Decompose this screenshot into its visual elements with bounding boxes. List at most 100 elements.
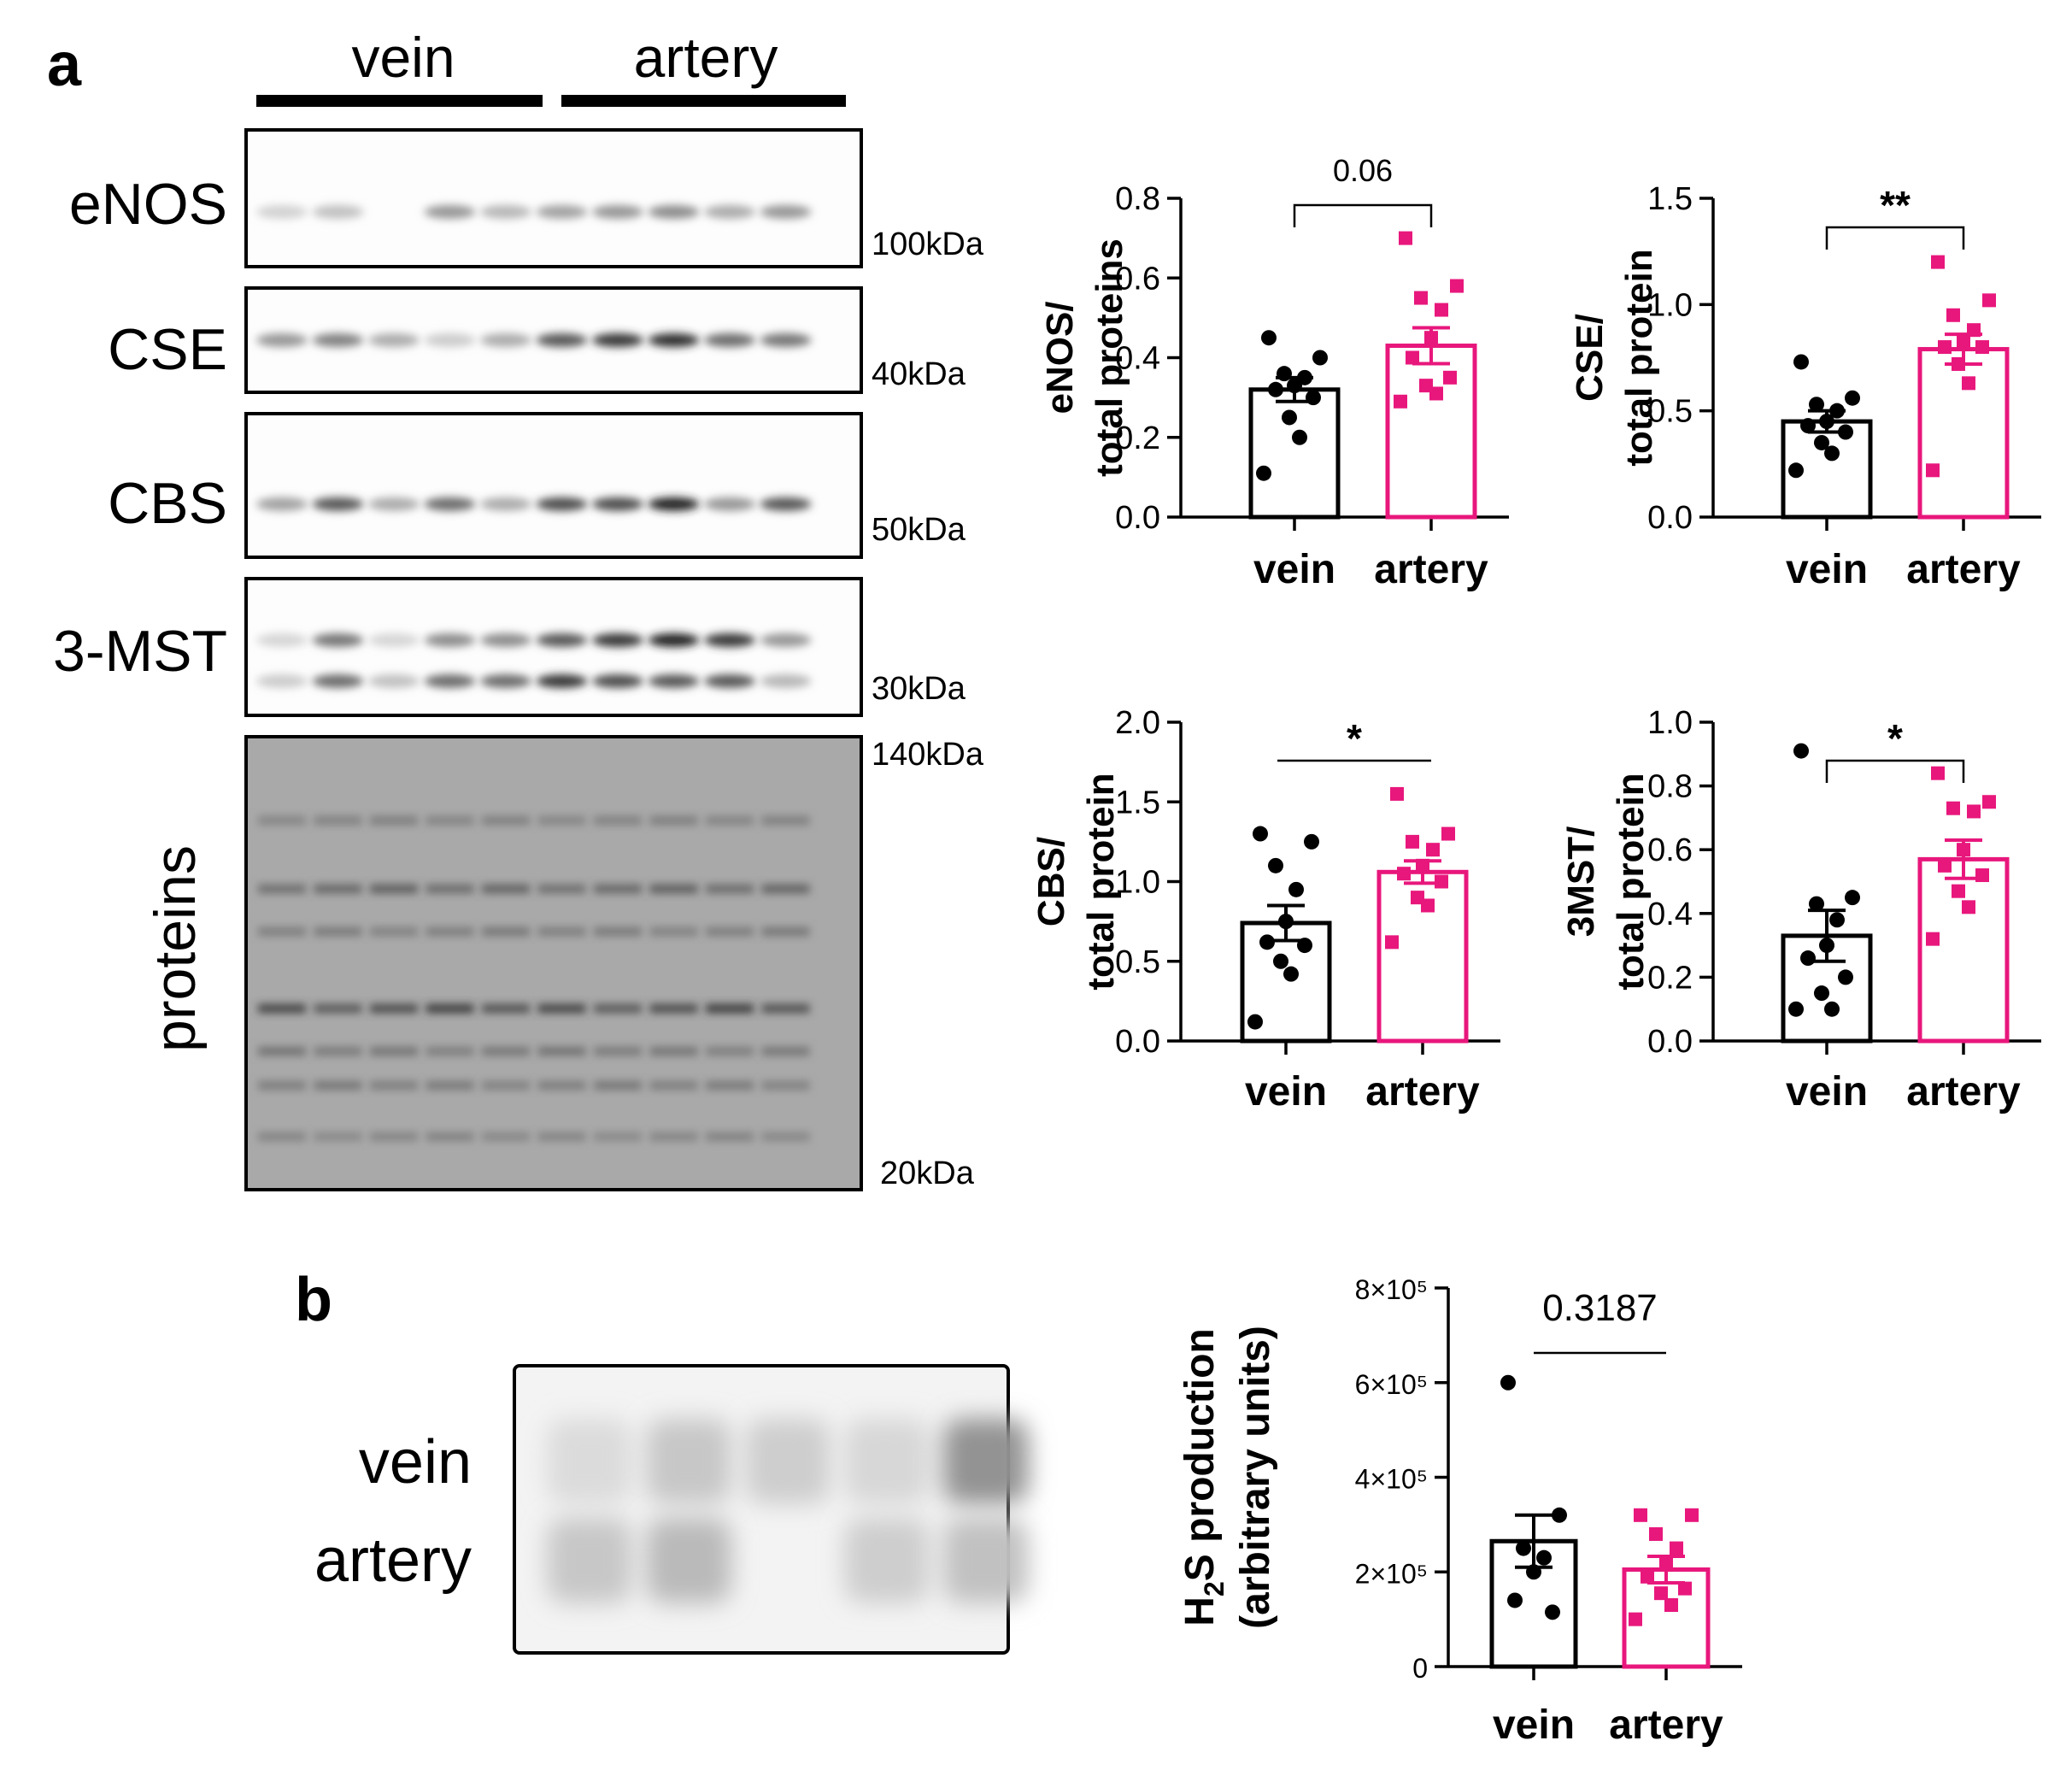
- data-point: [1312, 350, 1328, 366]
- blot-band: [424, 674, 476, 688]
- blot-strip: [244, 577, 863, 717]
- y-axis-label: total protein: [1618, 249, 1660, 466]
- assay-spot: [943, 1419, 1029, 1504]
- gel-band: [482, 927, 530, 936]
- gel-band: [706, 1047, 754, 1056]
- blot-band: [480, 674, 531, 688]
- y-tick-label: 0.0: [1647, 1024, 1693, 1060]
- y-tick-label: 0.0: [1115, 500, 1160, 536]
- gel-band: [649, 816, 698, 825]
- significance-label: 0.06: [1333, 153, 1393, 188]
- data-point: [1829, 912, 1845, 928]
- blot-band: [424, 333, 476, 347]
- proteins-gel: [244, 735, 863, 1191]
- data-point: [1297, 938, 1312, 954]
- gel-band: [649, 1132, 698, 1141]
- significance-label: *: [1887, 716, 1903, 761]
- gel-band: [706, 1081, 754, 1090]
- data-point: [1261, 330, 1277, 346]
- data-point: [1429, 386, 1443, 401]
- bar-vein: [1248, 387, 1341, 520]
- blot-band: [648, 633, 700, 647]
- blot-band: [648, 674, 700, 688]
- y-tick-label: 0.8: [1115, 181, 1160, 217]
- gel-band: [537, 816, 586, 825]
- data-point: [1814, 434, 1829, 450]
- gel-band: [258, 1081, 306, 1090]
- significance-label: **: [1880, 183, 1911, 227]
- gel-band: [370, 1132, 418, 1141]
- gel-band: [706, 1132, 754, 1141]
- y-tick-label: 4×10⁵: [1355, 1464, 1428, 1495]
- assay-spot: [745, 1419, 831, 1504]
- y-tick-label: 0.0: [1115, 1024, 1160, 1060]
- data-point: [1282, 409, 1297, 426]
- x-tick-label: vein: [1786, 1069, 1868, 1114]
- y-axis-label: total protein: [1610, 773, 1652, 990]
- data-point: [1435, 303, 1448, 317]
- gel-bands: [258, 816, 810, 1141]
- data-point: [1536, 1549, 1552, 1566]
- data-point: [1952, 356, 1965, 371]
- gel-band: [482, 1132, 530, 1141]
- data-point: [1982, 293, 1996, 308]
- data-point: [1397, 867, 1411, 881]
- gel-band: [258, 1004, 306, 1013]
- data-point: [1416, 858, 1429, 873]
- gel-band: [314, 927, 362, 936]
- blot-band: [704, 633, 755, 647]
- blot-band: [592, 633, 643, 647]
- y-axis-label: CSE/: [1569, 314, 1611, 402]
- blot-band: [312, 674, 364, 688]
- y-tick-label: 0.6: [1115, 261, 1160, 297]
- data-point: [1516, 1540, 1531, 1556]
- x-tick-label: artery: [1609, 1702, 1723, 1748]
- gel-band: [706, 816, 754, 825]
- y-axis-label: total protein: [1080, 773, 1122, 990]
- blot-band: [648, 205, 700, 219]
- blot-band: [480, 497, 531, 511]
- y-tick-label: 1.5: [1647, 181, 1693, 217]
- gel-band: [706, 927, 754, 936]
- blot-band: [760, 333, 812, 347]
- gel-band: [537, 1004, 586, 1013]
- data-point: [1641, 1569, 1654, 1584]
- data-point: [1545, 1604, 1560, 1620]
- gel-band: [426, 1132, 474, 1141]
- assay-spot: [844, 1419, 930, 1504]
- gel-band: [370, 1081, 418, 1090]
- gel-band: [482, 1004, 530, 1013]
- x-tick-label: artery: [1906, 547, 2021, 592]
- blot-band: [368, 333, 420, 347]
- data-point: [1247, 1014, 1263, 1030]
- y-tick-label: 1.0: [1647, 705, 1693, 741]
- gel-band: [761, 1004, 810, 1013]
- data-point: [1829, 403, 1845, 419]
- gel-band: [426, 885, 474, 893]
- y-axis-label: CBS/: [1030, 837, 1072, 926]
- gel-band: [537, 1081, 586, 1090]
- data-point: [1975, 868, 1989, 883]
- gel-band: [426, 927, 474, 936]
- data-point: [1500, 1374, 1516, 1391]
- gel-band: [649, 1047, 698, 1056]
- data-point: [1952, 884, 1965, 898]
- data-point: [1306, 390, 1321, 406]
- chart-cse: 0.0 0.5 1.0 1.5 vein artery ** CSE/total protei…: [1569, 181, 2041, 592]
- blot-kda: 30kDa: [872, 671, 966, 707]
- assay-spot: [547, 1419, 632, 1504]
- gel-band: [482, 885, 530, 893]
- data-point: [1406, 834, 1419, 849]
- x-tick-label: vein: [1245, 1069, 1327, 1114]
- data-point: [1288, 881, 1304, 897]
- data-point: [1292, 429, 1307, 445]
- y-tick-label: 0.4: [1647, 897, 1693, 932]
- gel-band: [761, 927, 810, 936]
- data-point: [1259, 934, 1275, 950]
- data-point: [1946, 801, 1960, 815]
- data-point: [1962, 376, 1975, 391]
- chart-enos: 0.0 0.2 0.4 0.6 0.8 vein artery 0.06 eNOS/total …: [1039, 153, 1509, 592]
- y-tick-label: 2.0: [1115, 705, 1160, 741]
- data-point: [1793, 743, 1809, 759]
- gel-band: [594, 816, 642, 825]
